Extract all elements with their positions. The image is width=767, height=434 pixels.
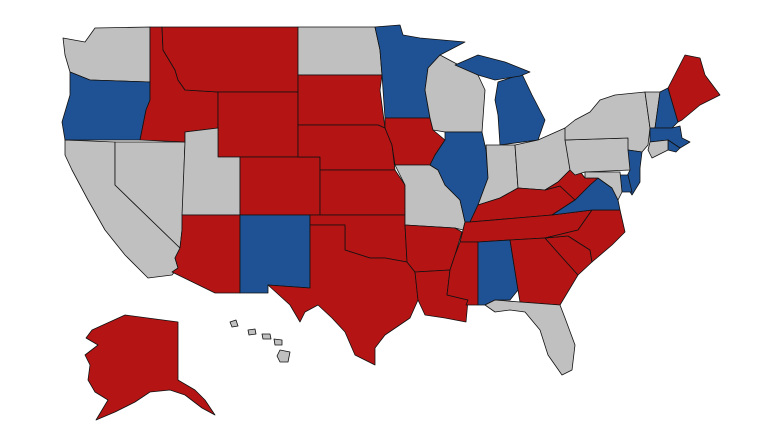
state-ks [319,169,406,216]
state-wy [217,91,299,158]
state-shape [647,139,669,159]
state-shape [267,224,419,366]
state-sd [297,74,386,129]
state-shape [564,137,633,176]
state-shape [61,71,151,141]
state-nc [544,209,626,263]
state-shape [454,54,531,81]
state-shape [319,169,406,216]
state-shape [229,319,239,328]
state-shape [276,349,291,363]
state-shape [584,171,623,201]
state-shape [484,299,576,376]
state-shape [297,26,383,76]
state-shape [247,328,257,336]
state-co [239,156,321,216]
state-pa [564,137,633,176]
state-shape [84,314,216,421]
state-md [584,171,623,201]
state-hi [229,319,291,363]
state-shape [494,73,546,146]
state-ak [84,314,216,421]
state-nh [654,87,679,129]
state-or [61,71,151,141]
state-shape [544,209,626,263]
state-shape [239,214,311,294]
state-shape [273,338,283,346]
state-shape [667,54,721,123]
state-shape [654,87,679,129]
state-wa [62,26,151,83]
state-nm [239,214,311,294]
state-shape [171,214,241,294]
state-ct [647,139,669,159]
state-shape [161,26,299,93]
state-fl [484,299,576,376]
state-tx [267,224,419,366]
state-nd [297,26,383,76]
state-mt [161,26,299,93]
state-shape [297,74,386,129]
state-shape [261,333,272,340]
state-shape [217,91,299,158]
state-shape [62,26,151,83]
state-me [667,54,721,123]
state-shape [239,156,321,216]
state-az [171,214,241,294]
